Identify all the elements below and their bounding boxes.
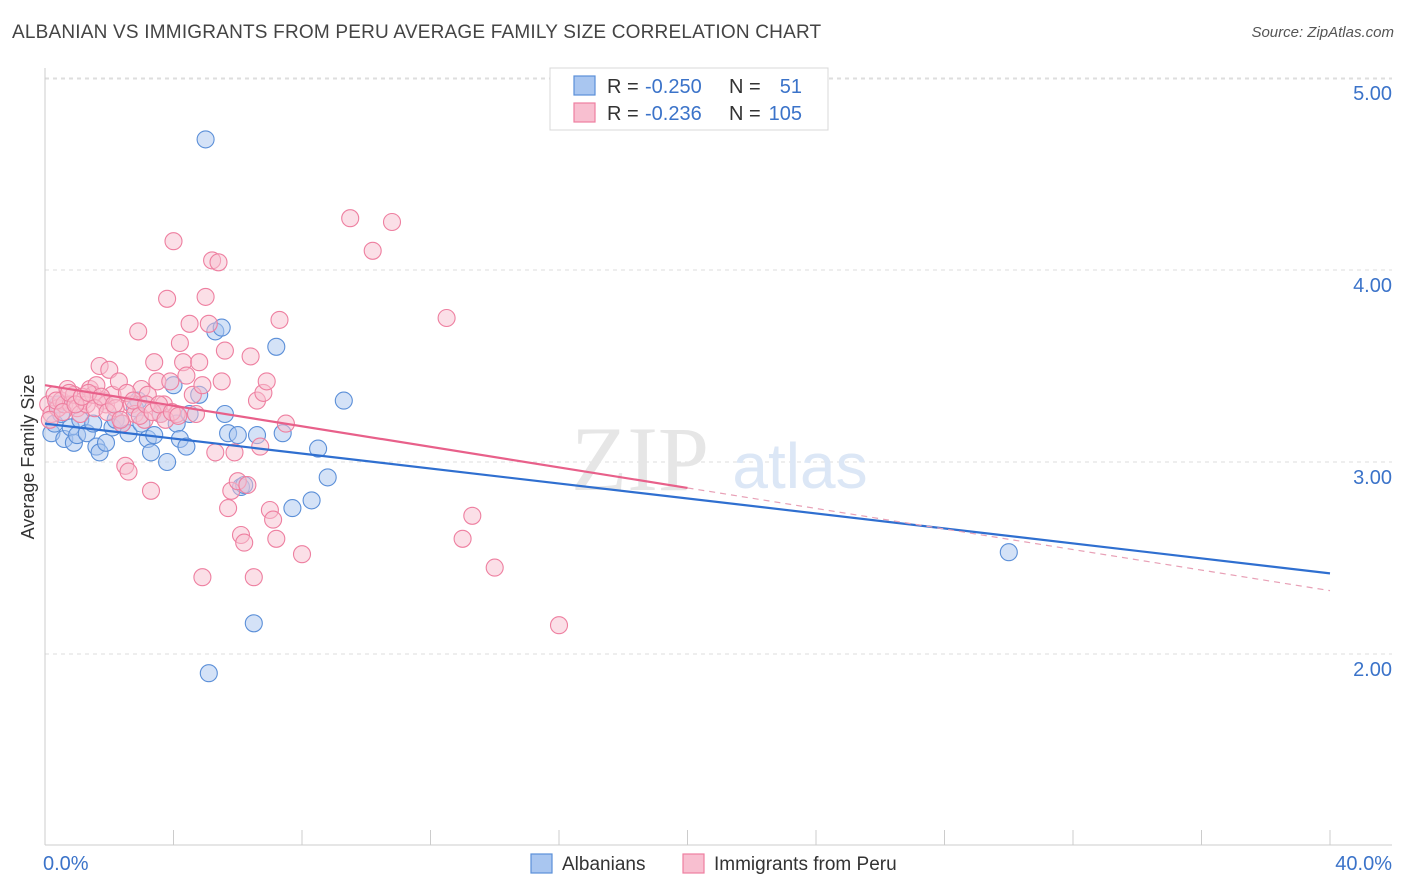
point-albanians <box>196 130 215 149</box>
trend-line-albanians <box>44 422 1331 575</box>
point-peru <box>382 212 402 232</box>
point-peru <box>238 475 257 495</box>
point-peru <box>549 616 569 635</box>
point-peru <box>177 366 196 385</box>
point-albanians <box>283 499 302 518</box>
point-albanians <box>228 426 247 445</box>
axes <box>44 68 1392 846</box>
series-legend-swatch-peru <box>682 853 705 874</box>
series-legend-swatch-albanians <box>530 853 553 874</box>
y-tick-label: 4.00 <box>1353 275 1392 297</box>
point-peru <box>235 533 254 552</box>
point-peru <box>437 308 456 328</box>
point-peru <box>251 437 270 456</box>
point-peru <box>212 372 231 391</box>
series-legend-label-albanians: Albanians <box>562 854 645 875</box>
point-peru <box>111 410 130 429</box>
chart-source: Source: ZipAtlas.com <box>1251 24 1394 41</box>
point-peru <box>257 372 276 391</box>
point-peru <box>129 322 148 341</box>
legend-swatch-albanians <box>573 75 596 96</box>
point-peru <box>180 314 199 333</box>
y-tick-label: 3.00 <box>1353 467 1392 489</box>
trend-line-peru-extension <box>687 487 1331 592</box>
y-axis-label: Average Family Size <box>18 375 38 540</box>
point-peru <box>215 341 234 360</box>
point-peru <box>206 443 225 462</box>
legend-r-label-1: R = <box>607 76 639 98</box>
point-peru <box>158 289 177 308</box>
point-peru <box>196 287 215 306</box>
point-peru <box>225 443 244 462</box>
y-tick-label: 5.00 <box>1353 83 1392 105</box>
point-albanians <box>158 452 177 472</box>
y-tick-labels: 2.00 3.00 4.00 5.00 <box>1353 83 1392 681</box>
point-peru <box>193 376 212 395</box>
point-peru <box>267 529 286 548</box>
legend-frame <box>549 67 829 131</box>
point-peru <box>161 372 180 391</box>
grid-lines <box>45 77 1392 655</box>
correlation-legend: R = -0.250 N = 51 R = -0.236 N = 105 <box>549 67 829 131</box>
point-peru <box>219 499 238 518</box>
point-peru <box>199 314 218 333</box>
point-peru <box>164 232 183 251</box>
point-albanians <box>244 614 263 633</box>
legend-n-label-2: N = <box>729 103 761 125</box>
series-legend-label-peru: Immigrants from Peru <box>714 854 897 875</box>
point-peru <box>193 568 212 587</box>
point-peru <box>100 360 119 379</box>
data-points <box>39 130 1018 683</box>
y-tick-label: 2.00 <box>1353 659 1392 681</box>
point-peru <box>341 209 360 228</box>
point-peru <box>244 568 263 587</box>
point-peru <box>463 506 482 525</box>
watermark-zip: ZIP <box>571 408 709 510</box>
point-peru <box>209 253 228 272</box>
watermark-atlas: atlas <box>732 430 867 502</box>
legend-r-value-2: -0.236 <box>645 103 702 125</box>
x-tick-label-min: 0.0% <box>43 853 89 875</box>
series-legend: Albanians Immigrants from Peru <box>530 853 897 875</box>
point-peru <box>169 406 188 425</box>
point-peru <box>270 310 289 329</box>
legend-n-label-1: N = <box>729 76 761 98</box>
watermark: ZIP atlas <box>571 408 868 510</box>
legend-n-value-2: 105 <box>769 103 802 125</box>
point-albanians <box>267 337 286 356</box>
point-albanians <box>309 439 328 458</box>
point-peru <box>145 353 164 372</box>
trend-line-peru <box>44 384 688 490</box>
point-peru <box>190 353 209 372</box>
legend-swatch-peru <box>573 102 596 123</box>
legend-r-label-2: R = <box>607 103 639 125</box>
legend-n-value-1: 51 <box>780 76 802 98</box>
point-albanians <box>999 543 1018 562</box>
point-peru <box>485 558 504 577</box>
point-peru <box>453 529 472 548</box>
point-albanians <box>302 491 321 510</box>
point-albanians <box>96 433 116 452</box>
point-peru <box>363 241 382 260</box>
chart-title: ALBANIAN VS IMMIGRANTS FROM PERU AVERAGE… <box>12 22 822 43</box>
point-albanians <box>177 437 196 456</box>
trend-lines <box>44 384 1331 592</box>
point-albanians <box>334 391 353 410</box>
x-tick-label-max: 40.0% <box>1335 853 1392 875</box>
x-ticks <box>44 830 1331 845</box>
point-peru <box>141 481 161 500</box>
point-peru <box>170 333 189 353</box>
legend-r-value-1: -0.250 <box>645 76 702 98</box>
point-peru <box>264 510 283 529</box>
point-peru <box>292 545 312 564</box>
point-peru <box>119 462 138 481</box>
point-albanians <box>141 443 161 462</box>
point-albanians <box>199 664 218 683</box>
point-peru <box>241 347 260 366</box>
point-albanians <box>318 468 337 487</box>
